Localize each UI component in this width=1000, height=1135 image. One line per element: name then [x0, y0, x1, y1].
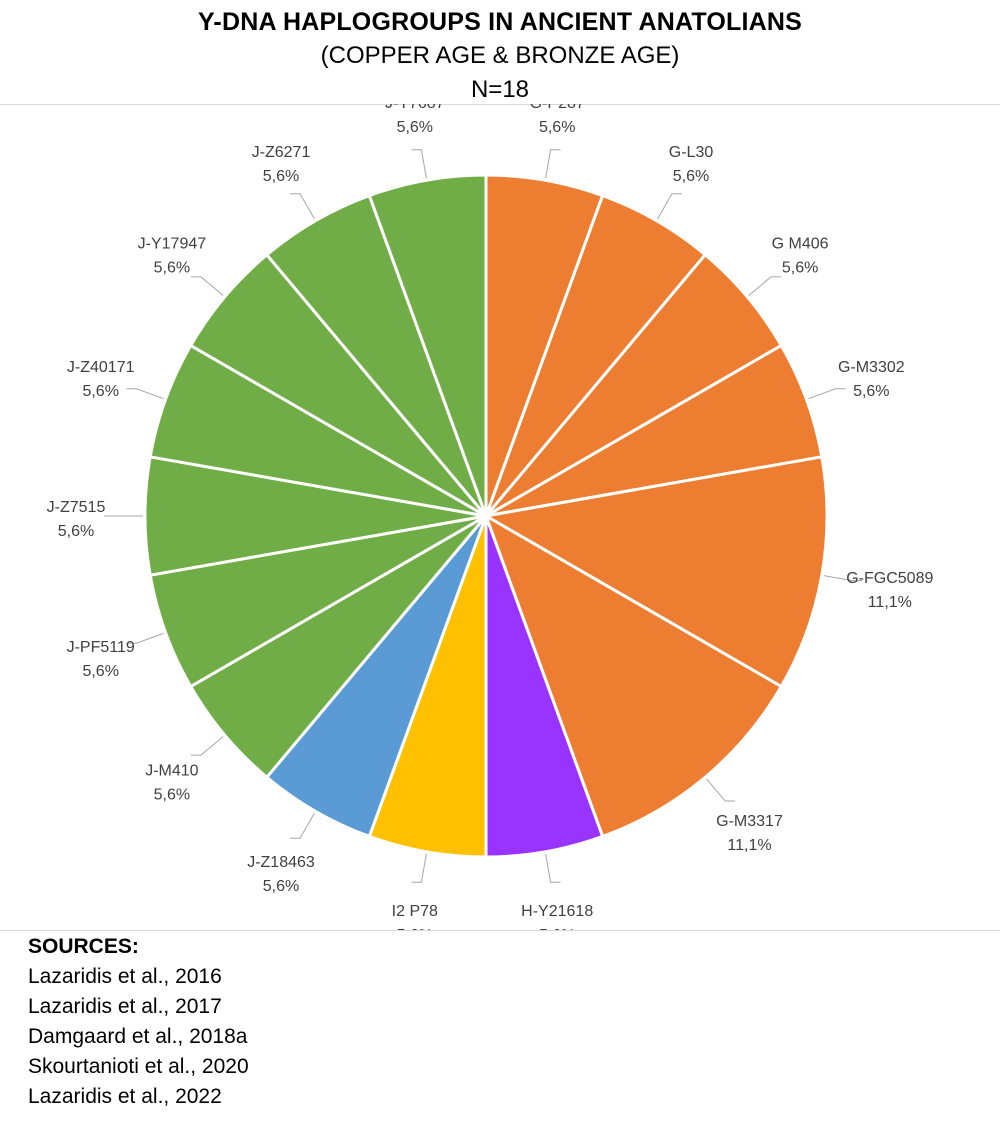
slice-label-name: J-PF5119 — [67, 639, 135, 656]
leader-line-g-l30 — [657, 193, 682, 220]
slice-label-name: J-Z40171 — [67, 359, 135, 376]
slice-label-name: J-Y17947 — [138, 236, 207, 253]
slice-label-name: J-Z6271 — [252, 144, 311, 161]
leader-line-j-m410 — [191, 736, 224, 756]
leader-line-g-m406 — [748, 276, 781, 296]
slice-label-name: G-P287 — [530, 104, 585, 112]
slice-label-value: 5,6% — [263, 168, 299, 185]
sample-size: N=18 — [470, 76, 530, 103]
slice-label-value: 5,6% — [397, 927, 433, 930]
slice-label-name: G-L30 — [669, 144, 714, 161]
pie-chart: G-P287 5,6% G-L30 5,6% G M406 5,6% G-M3302 5,6%… — [47, 104, 934, 930]
leader-line-g-p287 — [545, 149, 561, 179]
slice-label-value: 5,6% — [58, 523, 94, 540]
slice-label-name: J-Z18463 — [247, 854, 315, 871]
sources-heading: SOURCES: — [28, 935, 139, 958]
source-item: Lazaridis et al., 2017 — [28, 995, 222, 1018]
leader-line-j-y17947 — [191, 276, 224, 296]
sources-block: SOURCES: Lazaridis et al., 2016 Lazaridi… — [28, 932, 249, 1112]
top-divider — [0, 104, 1000, 105]
slice-label-name: G-M3302 — [838, 359, 905, 376]
leader-line-i2-p78 — [411, 853, 427, 883]
leader-line-j-pf5119 — [126, 632, 164, 644]
source-item: Lazaridis et al., 2022 — [28, 1085, 222, 1108]
slice-label-name: I2 P78 — [392, 903, 438, 920]
leader-line-j-y7687 — [411, 149, 427, 179]
slice-label-value: 5,6% — [539, 927, 575, 930]
source-item: Damgaard et al., 2018a — [28, 1025, 248, 1048]
slice-label-name: G-M3317 — [716, 813, 783, 830]
leader-line-j-z18463 — [290, 812, 315, 839]
leader-line-j-z40171 — [126, 388, 164, 400]
slice-label-value: 11,1% — [727, 837, 771, 854]
chart-title: Y-DNA HAPLOGROUPS IN ANCIENT ANATOLIANS — [197, 8, 803, 36]
leader-line-g-fgc5089 — [823, 575, 863, 582]
slice-label-value: 5,6% — [82, 663, 118, 680]
slice-label-value: 5,6% — [853, 383, 889, 400]
pie-slice-g-fgc5089[interactable] — [484, 455, 829, 688]
leader-line-h-y21618 — [545, 853, 561, 883]
pie-slices — [143, 173, 829, 859]
leader-line-g-m3317 — [706, 778, 736, 802]
slice-labels: G-P287 5,6% G-L30 5,6% G M406 5,6% G-M3302 5,6%… — [47, 104, 934, 930]
pie-slice-g-m3317[interactable] — [484, 514, 783, 838]
bottom-divider — [0, 930, 1000, 931]
slice-label-name: H-Y21618 — [521, 903, 593, 920]
slice-label-name: G-FGC5089 — [846, 570, 933, 587]
slice-label-value: 5,6% — [673, 168, 709, 185]
slice-label-name: J-M410 — [145, 763, 198, 780]
slice-label-value: 5,6% — [154, 260, 190, 277]
source-item: Skourtanioti et al., 2020 — [28, 1055, 249, 1078]
leader-line-j-z6271 — [290, 193, 315, 220]
source-item: Lazaridis et al., 2016 — [28, 965, 222, 988]
slice-label-value: 5,6% — [397, 119, 433, 136]
slice-label-value: 11,1% — [868, 594, 912, 611]
chart-subtitle: (COPPER AGE & BRONZE AGE) — [320, 42, 680, 69]
pie-slice-j-y7687[interactable] — [367, 173, 488, 518]
leader-lines — [104, 149, 863, 883]
slice-label-name: J-Y7687 — [385, 104, 445, 112]
slice-label-name: G M406 — [772, 236, 829, 253]
slice-label-value: 5,6% — [539, 119, 575, 136]
slice-label-value: 5,6% — [263, 878, 299, 895]
slice-label-value: 5,6% — [154, 787, 190, 804]
slice-label-value: 5,6% — [782, 260, 818, 277]
slice-label-value: 5,6% — [82, 383, 118, 400]
slice-label-name: J-Z7515 — [47, 499, 106, 516]
leader-line-g-m3302 — [808, 388, 846, 400]
